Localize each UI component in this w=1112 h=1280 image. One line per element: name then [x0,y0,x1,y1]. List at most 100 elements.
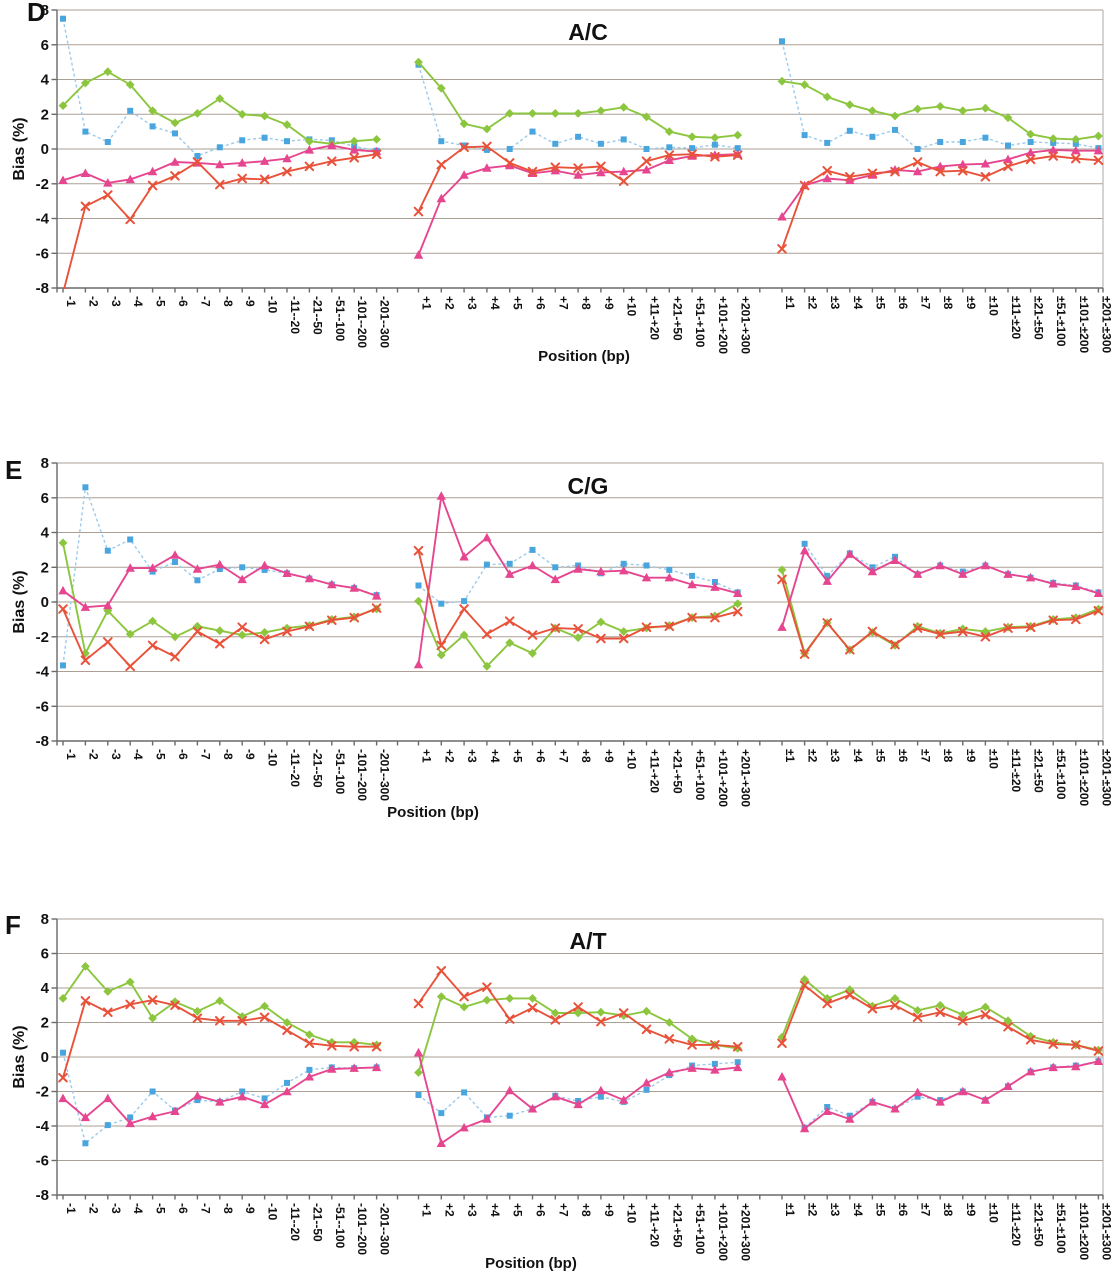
y-tick-label: 4 [41,525,50,542]
x-tick-label: +3 [465,1203,479,1217]
x-tick-label: -7 [198,749,212,760]
x-tick-label: +51-+100 [693,296,707,348]
panel-letter: D [27,0,46,27]
x-tick-label: +21-+50 [670,1203,684,1248]
x-tick-label: ±1 [783,1203,797,1217]
series-line [62,969,1099,1078]
y-axis-title: Bias (%) [11,1025,28,1088]
y-tick-label: 0 [41,594,49,611]
x-axis-title: Position (bp) [485,1255,577,1272]
y-tick-label: -6 [36,245,49,262]
panel-F-series-red-crosses [58,966,1103,1083]
x-tick-label: ±7 [919,296,933,310]
y-tick-label: -2 [36,1084,49,1101]
x-tick-label: +11-+20 [648,1203,662,1247]
y-tick-label: 4 [41,72,50,89]
x-tick-label: ±51-±100 [1054,296,1068,347]
panel-D-series-pink-triangles [58,140,1103,259]
x-tick-label: -8 [221,1203,235,1214]
y-tick-label: 2 [41,559,49,576]
x-tick-label: +5 [511,749,525,763]
x-tick-label: +7 [556,749,570,763]
series-line [62,18,1099,157]
x-tick-label: -201--300 [378,296,392,348]
x-tick-label: +9 [602,1203,616,1217]
x-tick-label: ±3 [828,296,842,310]
x-tick-label: -10 [266,749,280,767]
x-tick-label: +3 [465,749,479,763]
x-tick-label: -5 [154,296,168,307]
panel-letter: F [5,910,21,940]
x-tick-label: +2 [442,296,456,310]
x-tick-label: ±2 [806,296,820,310]
x-tick-label: ±5 [873,296,887,310]
x-tick-label: -7 [198,296,212,307]
y-tick-label: -2 [36,176,49,193]
x-tick-label: ±4 [851,296,865,310]
x-tick-label: -10 [266,1203,280,1221]
x-tick-label: +2 [442,749,456,763]
x-tick-label: -6 [176,1203,190,1214]
y-tick-label: 6 [41,37,49,54]
panel-D-series-green-diamonds [58,57,1103,149]
x-tick-label: +10 [625,296,639,317]
x-tick-label: ±101-±200 [1077,1203,1091,1261]
y-tick-label: -4 [36,1118,50,1135]
x-tick-label: -21--50 [310,296,324,335]
y-tick-label: 2 [41,106,49,123]
series-line [62,542,1099,668]
y-tick-label: 8 [41,2,49,19]
x-tick-label: -5 [154,749,168,760]
x-tick-label: -3 [109,296,123,307]
x-tick-label: +21-+50 [670,296,684,341]
x-tick-label: -51--100 [333,1203,347,1249]
x-tick-label: ±8 [941,296,955,310]
x-tick-label: ±6 [896,749,910,763]
x-tick-label: -9 [243,1203,257,1214]
y-tick-label: 8 [41,911,49,928]
x-tick-label: +4 [488,296,502,310]
panel-F-series-pink-triangles [58,1047,1103,1147]
y-tick-label: 0 [41,141,49,158]
panel-letter: E [5,455,22,485]
y-tick-label: -8 [36,280,49,297]
x-tick-label: -101--200 [355,296,369,348]
x-tick-label: +201-+300 [739,749,753,807]
x-tick-label: ±2 [806,1203,820,1217]
y-tick-label: -2 [36,629,49,646]
x-tick-label: -11--20 [288,749,302,787]
series-line [62,61,1099,145]
x-tick-label: -101--200 [355,749,369,801]
x-tick-label: -9 [243,749,257,760]
x-tick-label: +8 [579,749,593,763]
x-tick-label: -7 [198,1203,212,1214]
x-tick-label: +11-+20 [648,749,662,793]
panel-E: 8 6 4 2 0 -2 -4 -6 -8 -1 -2 -3 -4 -5 -6 -7 -8 -9 -10 -11--2… [5,455,1112,821]
x-tick-label: ±7 [919,1203,933,1217]
x-tick-label: ±9 [964,1203,978,1217]
x-tick-label: -4 [131,296,145,307]
y-tick-label: 0 [41,1049,49,1066]
x-tick-label: +7 [556,1203,570,1217]
y-axis-title: Bias (%) [11,117,28,180]
x-tick-label: ±8 [941,1203,955,1217]
x-tick-label: -5 [154,1203,168,1214]
x-tick-label: +2 [442,1203,456,1217]
x-tick-label: +6 [534,1203,548,1217]
x-tick-label: +21-+50 [670,749,684,794]
chart-title: A/T [569,928,606,954]
x-tick-label: ±201-±300 [1099,749,1112,807]
x-tick-label: +5 [511,1203,525,1217]
x-tick-label: ±51-±100 [1054,749,1068,800]
x-tick-label: ±10 [986,296,1000,316]
panel-E-series-pink-triangles [58,491,1103,669]
series-line [62,1052,1099,1145]
x-tick-label: +101-+200 [716,296,730,354]
x-tick-label: +6 [534,296,548,310]
x-tick-label: -201--300 [378,1203,392,1255]
x-tick-label: ±5 [873,1203,887,1217]
x-tick-label: ±3 [828,1203,842,1217]
x-tick-label: ±201-±300 [1099,1203,1112,1261]
